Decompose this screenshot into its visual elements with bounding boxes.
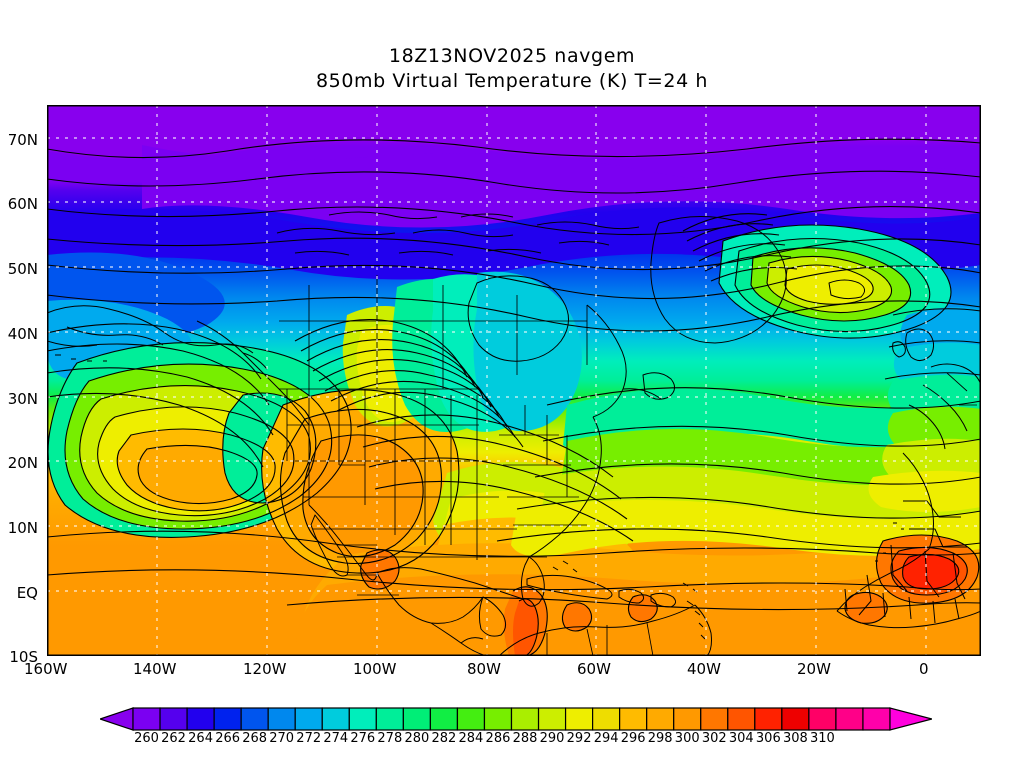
colorbar-tick-label: 306: [755, 731, 781, 746]
x-tick-label-40W: 40W: [687, 660, 721, 678]
x-tick-label-160W: 160W: [24, 660, 68, 678]
y-tick-label-40N: 40N: [7, 325, 38, 343]
colorbar-cell: [727, 707, 756, 731]
colorbar-tick-label: 278: [377, 731, 403, 746]
colorbar-cell: [673, 707, 702, 731]
chart-subtitle: 850mb Virtual Temperature (K) T=24 h: [315, 70, 709, 92]
colorbar-cell: [402, 707, 431, 731]
colorbar-tick-label: 276: [350, 731, 376, 746]
colorbar-cell: [537, 707, 567, 731]
colorbar-tick-label: 288: [512, 731, 538, 746]
colorbar-cell: [186, 707, 215, 731]
colorbar-tick-label: 272: [296, 731, 322, 746]
map-gridlines: [47, 105, 981, 656]
colorbar-cell: [835, 707, 864, 731]
colorbar-cell: [808, 707, 837, 731]
x-tick-label-100W: 100W: [353, 660, 397, 678]
colorbar-tick-label: 310: [809, 731, 835, 746]
colorbar-cell: [429, 707, 459, 731]
y-tick-label-EQ: EQ: [16, 584, 38, 602]
colorbar-cell: [862, 707, 891, 731]
colorbar-tick-label: 266: [215, 731, 241, 746]
colorbar-cell: [375, 707, 404, 731]
colorbar-tick-label: 284: [458, 731, 484, 746]
colorbar-tick-label: 300: [674, 731, 700, 746]
colorbar-tick-label: 296: [620, 731, 646, 746]
y-tick-label-70N: 70N: [7, 131, 38, 149]
colorbar-tick-label: 298: [647, 731, 673, 746]
colorbar-tick-label: 294: [593, 731, 619, 746]
colorbar[interactable]: [100, 705, 932, 735]
colorbar-tick-label: 292: [566, 731, 592, 746]
colorbar-tick-label: 274: [323, 731, 349, 746]
y-tick-label-60N: 60N: [7, 195, 38, 213]
colorbar-cell: [700, 707, 729, 731]
x-tick-label-60W: 60W: [577, 660, 611, 678]
colorbar-cell: [132, 707, 161, 731]
colorbar-cell: [510, 707, 540, 731]
colorbar-cell: [619, 707, 648, 731]
isotherm-contours: [47, 138, 981, 656]
colorbar-cell: [240, 707, 269, 731]
colorbar-cell: [213, 707, 242, 731]
y-tick-label-20N: 20N: [7, 454, 38, 472]
colorbar-tick-label: 286: [485, 731, 511, 746]
x-tick-label-20W: 20W: [797, 660, 831, 678]
colorbar-tick-label: 304: [728, 731, 754, 746]
colorbar-tick-label: 280: [404, 731, 430, 746]
colorbar-cell: [294, 707, 323, 731]
y-tick-label-10S: 10S: [9, 648, 38, 666]
x-tick-label-120W: 120W: [243, 660, 287, 678]
colorbar-tick-label: 270: [269, 731, 295, 746]
temperature-map[interactable]: [47, 105, 981, 656]
colorbar-tick-label: 302: [701, 731, 727, 746]
colorbar-cells: [100, 707, 932, 731]
colorbar-cell: [159, 707, 188, 731]
colorbar-cell: [592, 707, 621, 731]
colorbar-cell: [564, 707, 594, 731]
colorbar-tick-label: 268: [242, 731, 268, 746]
colorbar-cell: [321, 707, 350, 731]
colorbar-cell: [646, 707, 675, 731]
x-tick-label-80W: 80W: [467, 660, 501, 678]
colorbar-cell: [483, 707, 513, 731]
colorbar-cell: [348, 707, 377, 731]
colorbar-over-arrow: [889, 707, 932, 731]
y-tick-label-50N: 50N: [7, 260, 38, 278]
x-tick-label-140W: 140W: [133, 660, 177, 678]
colorbar-cell: [456, 707, 486, 731]
y-tick-label-30N: 30N: [7, 390, 38, 408]
colorbar-tick-label: 308: [782, 731, 808, 746]
colorbar-cell: [267, 707, 296, 731]
x-tick-label-0: 0: [919, 660, 929, 678]
plot-frame: [47, 105, 981, 656]
colorbar-under-arrow: [100, 707, 134, 731]
colorbar-tick-label: 282: [431, 731, 457, 746]
colorbar-tick-label: 262: [161, 731, 186, 746]
colorbar-tick-label: 264: [188, 731, 213, 746]
colorbar-tick-label: 290: [539, 731, 565, 746]
coastlines: [47, 211, 981, 656]
colorbar-tick-label: 260: [134, 731, 159, 746]
chart-title-block: 18Z13NOV2025 navgem 850mb Virtual Temper…: [0, 44, 1024, 94]
y-tick-label-10N: 10N: [7, 519, 38, 537]
colorbar-cell: [781, 707, 810, 731]
chart-title: 18Z13NOV2025 navgem: [388, 45, 636, 67]
colorbar-cell: [754, 707, 783, 731]
